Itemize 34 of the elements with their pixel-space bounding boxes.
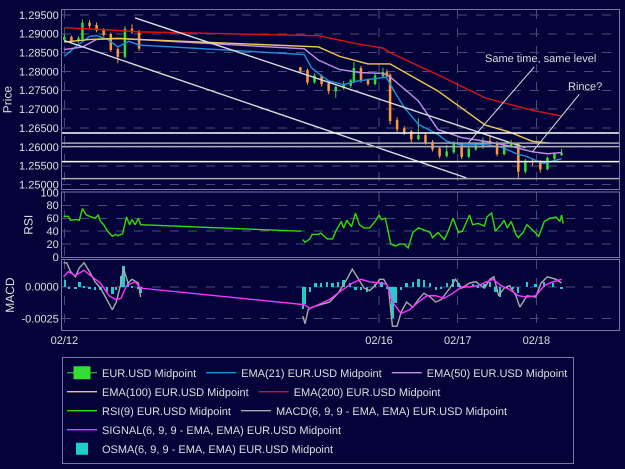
- x-tick-label: 02/18: [522, 335, 550, 348]
- legend-label: EUR.USD Midpoint: [102, 368, 196, 380]
- legend-label: SIGNAL(6, 9, 9 - EMA, EMA) EUR.USD Midpoint: [102, 424, 342, 437]
- legend-label: EMA(100) EUR.USD Midpoint: [102, 386, 249, 399]
- y-tick-label: 1.29000: [19, 28, 59, 41]
- y-tick-label: 0.0000: [25, 282, 59, 294]
- y-tick-label: 0: [52, 252, 59, 264]
- annotation: Same time, same level: [485, 53, 596, 65]
- y-tick-label: 60: [46, 213, 59, 226]
- y-tick-label: 40: [46, 226, 59, 238]
- y-axis-title: Price: [0, 86, 14, 114]
- legend-label: RSI(9) EUR.USD Midpoint: [102, 406, 231, 418]
- x-tick-label: 02/17: [444, 335, 472, 348]
- legend-label: MACD(6, 9, 9 - EMA, EMA) EUR.USD Midpoint: [276, 406, 508, 418]
- x-tick-label: 02/12: [50, 335, 78, 348]
- legend-label: EMA(50) EUR.USD Midpoint: [426, 368, 568, 380]
- y-tick-label: 1.29500: [19, 10, 59, 22]
- legend-label: OSMA(6, 9, 9 - EMA, EMA) EUR.USD Midpoint: [102, 444, 334, 456]
- x-tick-label: 02/16: [365, 335, 393, 348]
- y-tick-label: 1.27500: [19, 85, 59, 98]
- y-tick-label: 1.27000: [19, 104, 59, 116]
- legend-label: EMA(21) EUR.USD Midpoint: [241, 368, 382, 380]
- y-tick-label: -0.0025: [21, 313, 59, 326]
- annotation: Rince?: [568, 81, 602, 93]
- y-axis-title: MACD: [2, 277, 17, 313]
- y-tick-label: 20: [46, 238, 59, 251]
- legend-label: EMA(200) EUR.USD Midpoint: [294, 386, 440, 399]
- y-tick-label: 1.28500: [19, 47, 59, 60]
- y-tick-label: 1.26500: [19, 122, 59, 135]
- y-axis-title: RSI: [22, 214, 36, 235]
- y-tick-label: 1.26000: [19, 142, 59, 154]
- y-tick-label: 80: [46, 200, 59, 212]
- y-tick-label: 1.28000: [19, 66, 59, 78]
- y-tick-label: 1.25500: [19, 160, 59, 173]
